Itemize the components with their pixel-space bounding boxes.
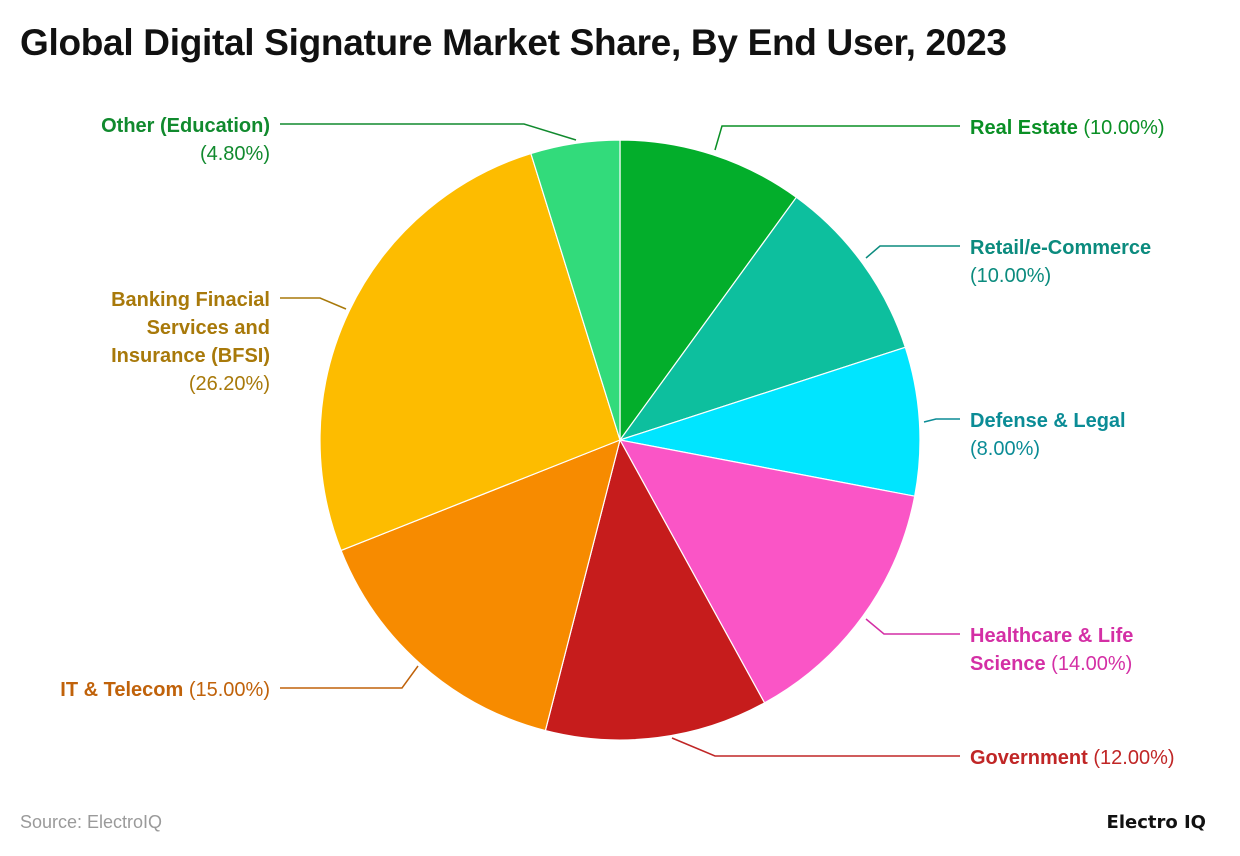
leader-line xyxy=(865,245,960,259)
leader-line xyxy=(671,737,960,757)
slice-label: Healthcare & Life Science (14.00%) xyxy=(970,625,1133,675)
slice-label: Defense & Legal (8.00%) xyxy=(970,410,1126,460)
leader-line xyxy=(280,297,347,310)
pie-slice-real-estate xyxy=(619,139,798,442)
slice-label: Other (Education) (4.80%) xyxy=(101,115,270,165)
brand-logo: Electro IQ xyxy=(1106,812,1206,833)
leader-line xyxy=(865,618,960,635)
slice-label: Real Estate (10.00%) xyxy=(970,117,1165,139)
pie-slice-it-telecom xyxy=(340,439,621,732)
pie-slice-retail-e-commerce xyxy=(618,196,907,442)
leader-line xyxy=(714,125,960,151)
leader-line xyxy=(280,665,419,689)
chart-title: Global Digital Signature Market Share, B… xyxy=(20,22,1007,63)
pie-slice-defense-legal xyxy=(619,346,921,497)
slice-label: Retail/e-Commerce (10.00%) xyxy=(970,237,1151,287)
slice-labels: Real Estate (10.00%) Retail/e-Commerce (10… xyxy=(60,115,1174,769)
pie-slice-banking-finacial-services-and-insurance-bfsi xyxy=(319,152,621,552)
slice-label: Government (12.00%) xyxy=(970,747,1175,769)
pie-slice-other-education xyxy=(530,139,621,441)
source-note: Source: ElectroIQ xyxy=(20,812,163,832)
pie-slices xyxy=(319,139,921,741)
slice-label: Banking Finacial Services and Insurance (B… xyxy=(111,289,270,395)
slice-label: IT & Telecom (15.00%) xyxy=(60,679,270,701)
leader-lines xyxy=(280,123,960,757)
leader-line xyxy=(280,123,577,141)
pie-slice-healthcare-life-science xyxy=(618,439,916,704)
leader-line xyxy=(923,418,960,423)
pie-slice-government xyxy=(544,438,766,741)
